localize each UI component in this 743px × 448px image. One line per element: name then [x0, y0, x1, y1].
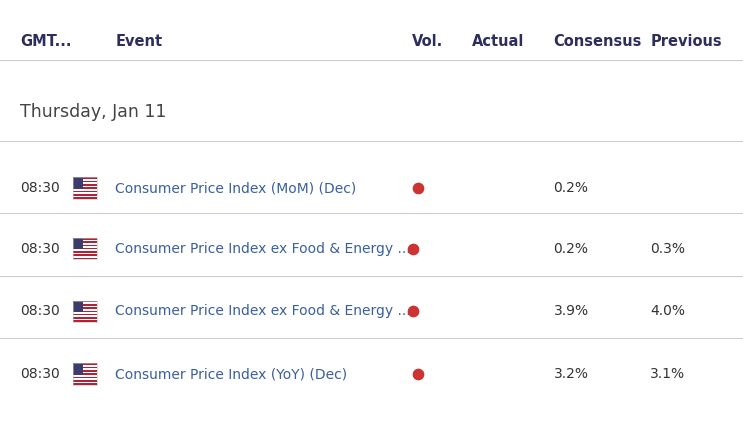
- Text: GMT...: GMT...: [20, 34, 71, 48]
- FancyBboxPatch shape: [73, 378, 97, 380]
- Text: Actual: Actual: [472, 34, 524, 48]
- FancyBboxPatch shape: [73, 177, 97, 199]
- Text: 3.2%: 3.2%: [554, 367, 588, 381]
- FancyBboxPatch shape: [73, 246, 97, 248]
- FancyBboxPatch shape: [73, 363, 83, 375]
- Text: 08:30: 08:30: [20, 181, 59, 195]
- FancyBboxPatch shape: [73, 301, 83, 312]
- Text: 3.1%: 3.1%: [650, 367, 685, 381]
- FancyBboxPatch shape: [73, 256, 97, 258]
- FancyBboxPatch shape: [73, 253, 97, 254]
- FancyBboxPatch shape: [73, 238, 97, 259]
- FancyBboxPatch shape: [73, 238, 83, 250]
- FancyBboxPatch shape: [73, 250, 97, 251]
- FancyBboxPatch shape: [73, 182, 97, 184]
- FancyBboxPatch shape: [73, 240, 97, 241]
- Text: Consensus: Consensus: [554, 34, 642, 48]
- FancyBboxPatch shape: [73, 319, 97, 320]
- Text: Previous: Previous: [650, 34, 721, 48]
- FancyBboxPatch shape: [73, 301, 97, 322]
- FancyBboxPatch shape: [73, 382, 97, 383]
- Point: [412, 370, 424, 378]
- FancyBboxPatch shape: [73, 196, 97, 197]
- Text: 08:30: 08:30: [20, 367, 59, 381]
- Text: 0.2%: 0.2%: [554, 181, 588, 195]
- FancyBboxPatch shape: [73, 375, 97, 377]
- Text: 08:30: 08:30: [20, 241, 59, 256]
- FancyBboxPatch shape: [73, 192, 97, 194]
- FancyBboxPatch shape: [73, 189, 97, 191]
- FancyBboxPatch shape: [73, 302, 97, 304]
- FancyBboxPatch shape: [73, 306, 97, 307]
- Text: 08:30: 08:30: [20, 304, 59, 319]
- Text: Consumer Price Index ex Food & Energy ...: Consumer Price Index ex Food & Energy ..…: [115, 304, 411, 319]
- FancyBboxPatch shape: [73, 312, 97, 314]
- FancyBboxPatch shape: [73, 243, 97, 245]
- Point: [412, 185, 424, 192]
- FancyBboxPatch shape: [73, 179, 97, 181]
- Text: 3.9%: 3.9%: [554, 304, 588, 319]
- Text: Event: Event: [115, 34, 162, 48]
- Text: 0.3%: 0.3%: [650, 241, 685, 256]
- Text: Vol.: Vol.: [412, 34, 444, 48]
- Text: Thursday, Jan 11: Thursday, Jan 11: [20, 103, 166, 121]
- FancyBboxPatch shape: [73, 315, 97, 317]
- FancyBboxPatch shape: [73, 365, 97, 366]
- Text: Consumer Price Index (MoM) (Dec): Consumer Price Index (MoM) (Dec): [115, 181, 357, 195]
- Point: [407, 308, 419, 315]
- FancyBboxPatch shape: [73, 185, 97, 187]
- Text: Consumer Price Index ex Food & Energy ...: Consumer Price Index ex Food & Energy ..…: [115, 241, 411, 256]
- FancyBboxPatch shape: [73, 363, 97, 385]
- Point: [407, 245, 419, 252]
- Text: 4.0%: 4.0%: [650, 304, 685, 319]
- FancyBboxPatch shape: [73, 371, 97, 373]
- Text: 0.2%: 0.2%: [554, 241, 588, 256]
- Text: Consumer Price Index (YoY) (Dec): Consumer Price Index (YoY) (Dec): [115, 367, 347, 381]
- FancyBboxPatch shape: [73, 177, 83, 189]
- FancyBboxPatch shape: [73, 309, 97, 310]
- FancyBboxPatch shape: [73, 368, 97, 370]
